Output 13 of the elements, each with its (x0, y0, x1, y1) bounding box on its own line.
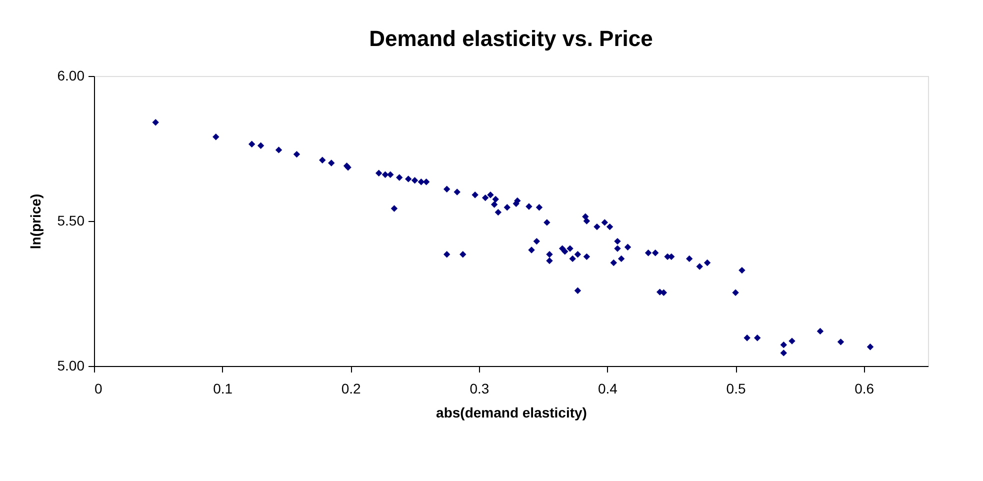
y-tick-label: 5.00 (57, 358, 85, 374)
chart-title: Demand elasticity vs. Price (369, 26, 653, 51)
y-tick-label: 5.50 (57, 212, 85, 228)
x-tick-label: 0 (94, 380, 102, 396)
x-axis-title: abs(demand elasticity) (436, 404, 587, 420)
x-tick-label: 0.6 (854, 380, 874, 396)
x-tick-label: 0.2 (341, 380, 362, 396)
x-tick-label: 0.3 (470, 380, 490, 396)
x-tick-label: 0.1 (213, 380, 233, 396)
x-tick-label: 0.5 (726, 380, 746, 396)
y-axis-title: ln(price) (27, 194, 44, 250)
y-tick-label: 6.00 (57, 68, 85, 84)
x-tick-label: 0.4 (598, 380, 618, 396)
